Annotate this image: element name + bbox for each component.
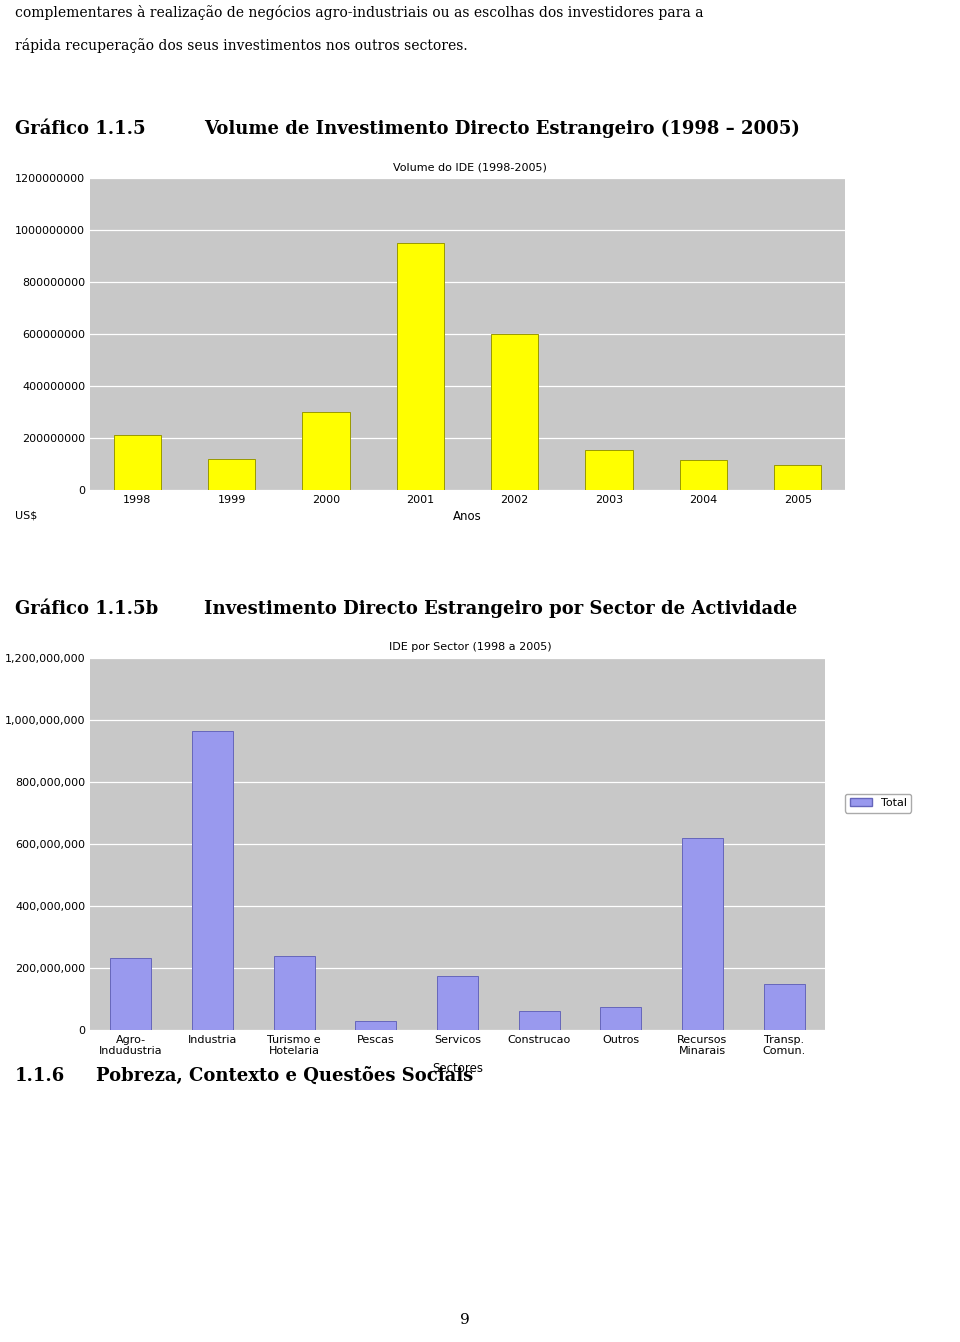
- Bar: [192, 731, 233, 1031]
- Bar: [396, 243, 444, 490]
- Bar: [355, 1021, 396, 1031]
- Bar: [437, 976, 478, 1031]
- Text: Pobreza, Contexto e Questões Sociais: Pobreza, Contexto e Questões Sociais: [96, 1067, 473, 1086]
- Text: 9: 9: [460, 1312, 469, 1326]
- Bar: [274, 956, 315, 1031]
- Text: Gráfico 1.1.5: Gráfico 1.1.5: [15, 119, 146, 138]
- Text: complementares à realização de negócios agro-industriais ou as escolhas dos inve: complementares à realização de negócios …: [15, 5, 704, 20]
- Legend: Total: Total: [845, 793, 911, 813]
- Text: rápida recuperação dos seus investimentos nos outros sectores.: rápida recuperação dos seus investimento…: [15, 38, 468, 52]
- Text: Volume do IDE (1998-2005): Volume do IDE (1998-2005): [393, 162, 547, 172]
- Text: US$: US$: [15, 510, 37, 519]
- Text: Volume de Investimento Directo Estrangeiro (1998 – 2005): Volume de Investimento Directo Estrangei…: [204, 119, 800, 138]
- Bar: [518, 1012, 560, 1031]
- Text: Investimento Directo Estrangeiro por Sector de Actividade: Investimento Directo Estrangeiro por Sec…: [204, 600, 797, 619]
- Bar: [600, 1006, 641, 1031]
- Bar: [208, 459, 255, 490]
- X-axis label: Sectores: Sectores: [432, 1062, 483, 1075]
- Bar: [774, 466, 822, 490]
- Bar: [492, 334, 539, 490]
- Bar: [683, 837, 723, 1031]
- Text: Gráfico 1.1.5b: Gráfico 1.1.5b: [15, 600, 158, 619]
- Text: IDE por Sector (1998 a 2005): IDE por Sector (1998 a 2005): [389, 641, 551, 652]
- X-axis label: Anos: Anos: [453, 510, 482, 523]
- Bar: [680, 460, 727, 490]
- Bar: [764, 984, 804, 1031]
- Bar: [586, 450, 633, 490]
- Bar: [302, 412, 349, 490]
- Text: 1.1.6: 1.1.6: [15, 1067, 65, 1084]
- Bar: [110, 958, 152, 1031]
- Bar: [113, 435, 160, 490]
